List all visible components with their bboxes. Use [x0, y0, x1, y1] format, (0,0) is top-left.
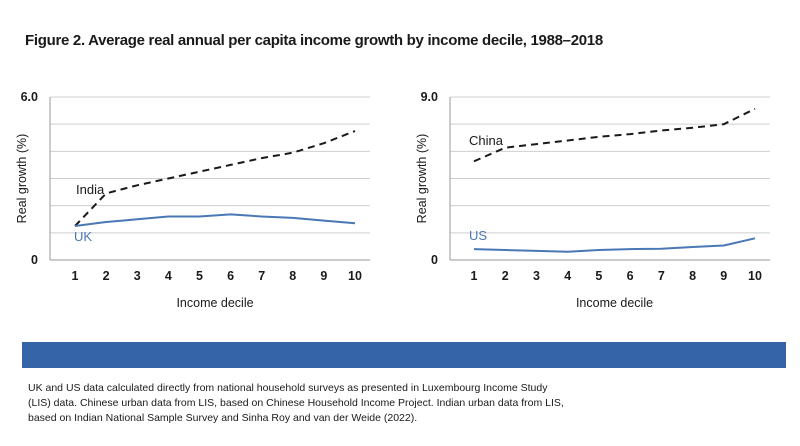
left-y-axis-title: Real growth (%) — [15, 134, 29, 224]
right-y-axis-title: Real growth (%) — [415, 134, 429, 224]
left-y-tick-label: 0 — [31, 253, 38, 267]
right-series-line-china — [473, 107, 756, 163]
left-x-tick-label: 3 — [134, 269, 141, 283]
left-x-tick-label: 5 — [196, 269, 203, 283]
left-series-line-uk — [74, 213, 356, 227]
right-series-label-china: China — [469, 133, 504, 148]
left-x-tick-label: 10 — [348, 269, 362, 283]
left-series-label-uk: UK — [74, 229, 92, 244]
right-x-tick-label: 3 — [533, 269, 540, 283]
right-series-line-us — [473, 237, 756, 253]
source-note-line-2: (LIS) data. Chinese urban data from LIS,… — [28, 397, 564, 409]
right-x-tick-label: 6 — [627, 269, 634, 283]
left-y-tick-label: 6.0 — [21, 90, 38, 104]
right-x-tick-label: 7 — [658, 269, 665, 283]
right-x-axis-title: Income decile — [576, 296, 653, 310]
right-x-tick-label: 9 — [720, 269, 727, 283]
right-x-tick-label: 2 — [502, 269, 509, 283]
figure-title: Figure 2. Average real annual per capita… — [25, 32, 603, 49]
left-x-tick-label: 1 — [72, 269, 79, 283]
right-x-tick-label: 4 — [564, 269, 571, 283]
right-y-tick-label: 9.0 — [421, 90, 438, 104]
right-x-tick-label: 1 — [471, 269, 478, 283]
right-x-tick-label: 8 — [689, 269, 696, 283]
left-x-tick-label: 8 — [289, 269, 296, 283]
left-x-tick-label: 4 — [165, 269, 172, 283]
left-series-label-india: India — [76, 182, 105, 197]
right-x-tick-label: 10 — [748, 269, 762, 283]
left-x-tick-label: 7 — [258, 269, 265, 283]
right-y-tick-label: 0 — [431, 253, 438, 267]
right-x-tick-label: 5 — [595, 269, 602, 283]
left-x-tick-label: 2 — [103, 269, 110, 283]
source-note: UK and US data calculated directly from … — [28, 381, 768, 426]
blue-banner — [22, 342, 786, 368]
right-series-label-us: US — [469, 228, 487, 243]
left-x-tick-label: 9 — [320, 269, 327, 283]
source-note-line-1: UK and US data calculated directly from … — [28, 382, 548, 394]
left-x-tick-label: 6 — [227, 269, 234, 283]
source-note-line-3: based on Indian National Sample Survey a… — [28, 412, 418, 424]
left-x-axis-title: Income decile — [176, 296, 253, 310]
left-series-line-india — [74, 130, 356, 227]
